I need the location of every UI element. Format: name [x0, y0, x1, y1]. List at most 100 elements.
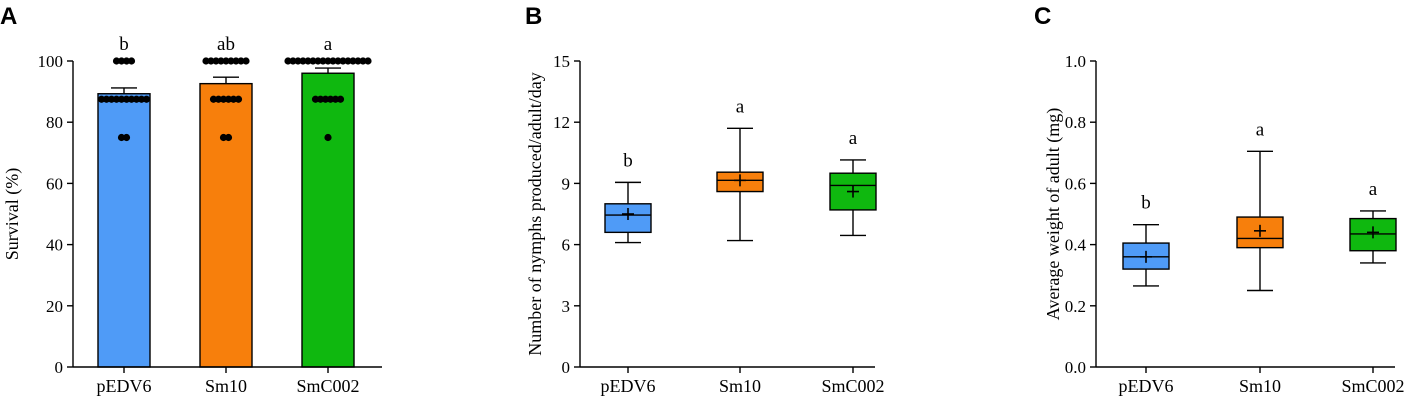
data-point-pEDV6 — [102, 95, 111, 103]
data-point-SmC002 — [316, 95, 325, 103]
panel-label-b: B — [525, 3, 542, 30]
y-tick-label-b-5: 15 — [553, 52, 570, 71]
data-point-SmC002 — [349, 57, 357, 65]
data-point-SmC002 — [354, 57, 362, 65]
y-tick-label-a-3: 60 — [46, 174, 63, 193]
y-axis-label-c: Average weight of adult (mg) — [1043, 108, 1064, 321]
bar-Sm10 — [199, 82, 253, 368]
data-point-Sm10 — [224, 95, 233, 103]
data-point-Sm10 — [229, 95, 238, 103]
significance-pEDV6: b — [119, 34, 129, 55]
data-point-SmC002 — [364, 57, 372, 65]
panel-b-nymphs-chart: B Number of nymphs produced/adult/day 0 3… — [525, 3, 885, 396]
data-point-Sm10 — [242, 57, 250, 65]
data-point-Sm10 — [214, 95, 223, 103]
data-point-Sm10 — [212, 57, 220, 65]
x-category-label-b-0: pEDV6 — [601, 376, 656, 396]
y-tick-label-b-4: 12 — [553, 113, 570, 132]
y-tick-label-b-1: 3 — [562, 297, 571, 316]
x-category-label-c-0: pEDV6 — [1119, 376, 1174, 396]
x-axis-categories-c: pEDV6 Sm10 SmC002 — [1119, 367, 1405, 396]
y-tick-label-c-5: 1.0 — [1065, 52, 1086, 71]
data-point-SmC002 — [289, 57, 297, 65]
bar-pEDV6 — [97, 93, 151, 368]
data-point-pEDV6 — [142, 95, 151, 103]
data-point-Sm10 — [202, 57, 210, 65]
significance-Sm10: a — [1256, 119, 1265, 140]
y-axis-ticks-c: 0.0 0.2 0.4 0.6 0.8 1.0 — [1065, 52, 1096, 377]
data-point-Sm10 — [217, 57, 225, 65]
data-point-pEDV6 — [112, 95, 121, 103]
y-tick-label-c-1: 0.2 — [1065, 297, 1086, 316]
y-tick-label-c-4: 0.8 — [1065, 113, 1086, 132]
x-category-label-b-1: Sm10 — [719, 376, 761, 396]
data-point-SmC002 — [326, 95, 335, 103]
significance-SmC002: a — [1369, 179, 1378, 200]
x-category-label-c-1: Sm10 — [1239, 376, 1281, 396]
data-point-SmC002 — [336, 95, 345, 103]
x-category-label-a-2: SmC002 — [296, 376, 359, 396]
y-tick-label-c-0: 0.0 — [1065, 358, 1086, 377]
data-point-pEDV6 — [122, 95, 131, 103]
data-point-SmC002 — [324, 133, 332, 142]
y-tick-label-a-5: 100 — [38, 52, 64, 71]
y-tick-label-b-2: 6 — [562, 236, 571, 255]
y-tick-label-c-2: 0.4 — [1065, 236, 1087, 255]
data-point-Sm10 — [234, 95, 243, 103]
data-point-pEDV6 — [122, 133, 131, 142]
data-point-SmC002 — [314, 57, 322, 65]
y-tick-label-b-0: 0 — [562, 358, 571, 377]
data-point-SmC002 — [334, 57, 342, 65]
panel-a-survival-chart: A Survival (%) 0 20 40 60 80 100 pEDV6 Sm10 SmC… — [0, 3, 382, 396]
data-point-SmC002 — [299, 57, 307, 65]
data-point-Sm10 — [207, 57, 215, 65]
significance-letters-c: b a a — [1141, 119, 1378, 213]
data-point-SmC002 — [311, 95, 320, 103]
y-axis-label-a: Survival (%) — [2, 168, 23, 260]
y-tick-label-c-3: 0.6 — [1065, 174, 1086, 193]
boxes-c — [1122, 150, 1397, 292]
data-point-pEDV6 — [132, 95, 141, 103]
data-point-pEDV6 — [117, 57, 126, 65]
data-point-SmC002 — [359, 57, 367, 65]
data-point-Sm10 — [237, 57, 245, 65]
data-point-SmC002 — [304, 57, 312, 65]
x-axis-categories-a: pEDV6 Sm10 SmC002 — [97, 367, 360, 396]
y-axis-ticks-a: 0 20 40 60 80 100 — [38, 52, 73, 377]
y-tick-label-a-4: 80 — [46, 113, 63, 132]
boxes-b — [604, 127, 877, 244]
y-tick-label-a-2: 40 — [46, 236, 63, 255]
bar-SmC002 — [301, 72, 355, 368]
x-category-label-a-1: Sm10 — [205, 376, 247, 396]
significance-Sm10: a — [736, 96, 745, 117]
significance-letters-a: b ab a — [119, 34, 333, 55]
data-point-SmC002 — [319, 57, 327, 65]
significance-SmC002: a — [849, 128, 858, 149]
data-point-Sm10 — [219, 133, 228, 142]
x-category-label-c-2: SmC002 — [1341, 376, 1404, 396]
significance-pEDV6: b — [623, 150, 633, 171]
x-category-label-b-2: SmC002 — [821, 376, 884, 396]
data-point-Sm10 — [222, 57, 230, 65]
data-point-pEDV6 — [127, 95, 136, 103]
data-point-SmC002 — [294, 57, 302, 65]
data-point-SmC002 — [339, 57, 347, 65]
panel-label-a: A — [0, 3, 17, 30]
data-point-pEDV6 — [117, 95, 126, 103]
significance-letters-b: b a a — [623, 96, 858, 171]
x-axis-categories-b: pEDV6 Sm10 SmC002 — [601, 367, 885, 396]
data-point-pEDV6 — [137, 95, 146, 103]
data-point-SmC002 — [284, 57, 292, 65]
y-tick-label-a-0: 0 — [55, 358, 64, 377]
data-point-Sm10 — [227, 57, 235, 65]
y-axis-ticks-b: 0 3 6 9 12 15 — [553, 52, 580, 377]
data-point-SmC002 — [331, 95, 340, 103]
data-point-SmC002 — [321, 95, 330, 103]
y-tick-label-b-3: 9 — [562, 174, 571, 193]
data-point-pEDV6 — [107, 95, 116, 103]
data-point-SmC002 — [309, 57, 317, 65]
bars-a — [97, 57, 372, 368]
x-category-label-a-0: pEDV6 — [97, 376, 152, 396]
significance-Sm10: ab — [217, 34, 235, 55]
